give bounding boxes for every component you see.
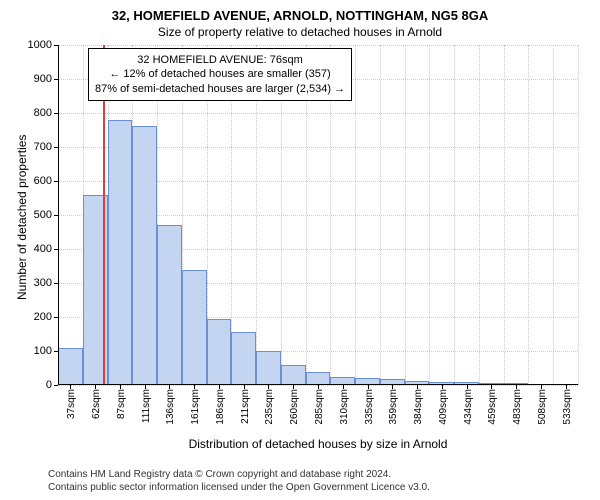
xtick-label: 310sqm <box>339 389 350 425</box>
xtick-label: 508sqm <box>537 389 548 425</box>
xtick-mark <box>293 385 294 389</box>
histogram-bar <box>157 225 182 385</box>
xtick-mark <box>95 385 96 389</box>
xtick-mark <box>368 385 369 389</box>
gridline-vertical <box>429 45 430 385</box>
xtick-mark <box>491 385 492 389</box>
xtick-label: 136sqm <box>165 389 176 425</box>
chart-container: 32, HOMEFIELD AVENUE, ARNOLD, NOTTINGHAM… <box>0 0 600 500</box>
histogram-bar <box>231 332 256 385</box>
gridline-horizontal <box>58 113 578 114</box>
gridline-vertical <box>578 45 579 385</box>
ytick-mark <box>54 385 58 386</box>
xtick-mark <box>70 385 71 389</box>
xtick-mark <box>219 385 220 389</box>
histogram-bar <box>207 319 232 385</box>
xtick-mark <box>343 385 344 389</box>
gridline-vertical <box>528 45 529 385</box>
xtick-label: 483sqm <box>512 389 523 425</box>
ytick-label: 700 <box>34 141 52 153</box>
xtick-mark <box>194 385 195 389</box>
histogram-bar <box>256 351 281 385</box>
xtick-mark <box>120 385 121 389</box>
gridline-horizontal <box>58 45 578 46</box>
xtick-mark <box>145 385 146 389</box>
gridline-vertical <box>504 45 505 385</box>
xtick-label: 260sqm <box>289 389 300 425</box>
ytick-label: 800 <box>34 107 52 119</box>
ytick-label: 200 <box>34 311 52 323</box>
histogram-bar <box>108 120 133 385</box>
xtick-label: 186sqm <box>215 389 226 425</box>
xtick-label: 533sqm <box>562 389 573 425</box>
histogram-bar <box>58 348 83 385</box>
gridline-vertical <box>355 45 356 385</box>
gridline-vertical <box>405 45 406 385</box>
xtick-label: 359sqm <box>388 389 399 425</box>
xtick-label: 87sqm <box>116 389 127 419</box>
xtick-mark <box>169 385 170 389</box>
chart-subtitle: Size of property relative to detached ho… <box>0 25 600 39</box>
xtick-label: 111sqm <box>141 389 152 423</box>
y-axis-line <box>58 45 59 385</box>
histogram-bar <box>281 365 306 385</box>
xtick-mark <box>442 385 443 389</box>
x-axis-label: Distribution of detached houses by size … <box>58 437 578 451</box>
gridline-vertical <box>454 45 455 385</box>
ytick-label: 900 <box>34 73 52 85</box>
xtick-mark <box>392 385 393 389</box>
annotation-line3: 87% of semi-detached houses are larger (… <box>95 82 345 96</box>
x-axis-line <box>58 384 578 385</box>
chart-title: 32, HOMEFIELD AVENUE, ARNOLD, NOTTINGHAM… <box>0 8 600 23</box>
y-axis-label: Number of detached properties <box>15 135 29 300</box>
gridline-vertical <box>380 45 381 385</box>
histogram-bar <box>132 126 157 385</box>
ytick-label: 1000 <box>28 39 52 51</box>
footer-text: Contains HM Land Registry data © Crown c… <box>48 468 430 494</box>
xtick-label: 459sqm <box>487 389 498 425</box>
ytick-label: 500 <box>34 209 52 221</box>
xtick-mark <box>268 385 269 389</box>
footer-line2: Contains public sector information licen… <box>48 481 430 494</box>
annotation-line1: 32 HOMEFIELD AVENUE: 76sqm <box>95 53 345 67</box>
xtick-mark <box>318 385 319 389</box>
footer-line1: Contains HM Land Registry data © Crown c… <box>48 468 430 481</box>
xtick-label: 384sqm <box>413 389 424 425</box>
xtick-mark <box>467 385 468 389</box>
ytick-label: 100 <box>34 345 52 357</box>
annotation-line2: ← 12% of detached houses are smaller (35… <box>95 67 345 81</box>
xtick-mark <box>417 385 418 389</box>
xtick-label: 434sqm <box>463 389 474 425</box>
ytick-label: 300 <box>34 277 52 289</box>
ytick-label: 400 <box>34 243 52 255</box>
annotation-box: 32 HOMEFIELD AVENUE: 76sqm ← 12% of deta… <box>88 48 352 101</box>
histogram-bar <box>182 270 207 385</box>
xtick-label: 37sqm <box>66 389 77 419</box>
xtick-label: 335sqm <box>364 389 375 425</box>
gridline-vertical <box>479 45 480 385</box>
xtick-mark <box>516 385 517 389</box>
xtick-label: 235sqm <box>264 389 275 425</box>
xtick-mark <box>541 385 542 389</box>
xtick-label: 409sqm <box>438 389 449 425</box>
xtick-label: 62sqm <box>91 389 102 419</box>
xtick-mark <box>244 385 245 389</box>
xtick-label: 285sqm <box>314 389 325 425</box>
ytick-label: 600 <box>34 175 52 187</box>
gridline-vertical <box>553 45 554 385</box>
ytick-label: 0 <box>46 379 52 391</box>
xtick-label: 161sqm <box>190 389 201 425</box>
xtick-mark <box>566 385 567 389</box>
xtick-label: 211sqm <box>240 389 251 424</box>
